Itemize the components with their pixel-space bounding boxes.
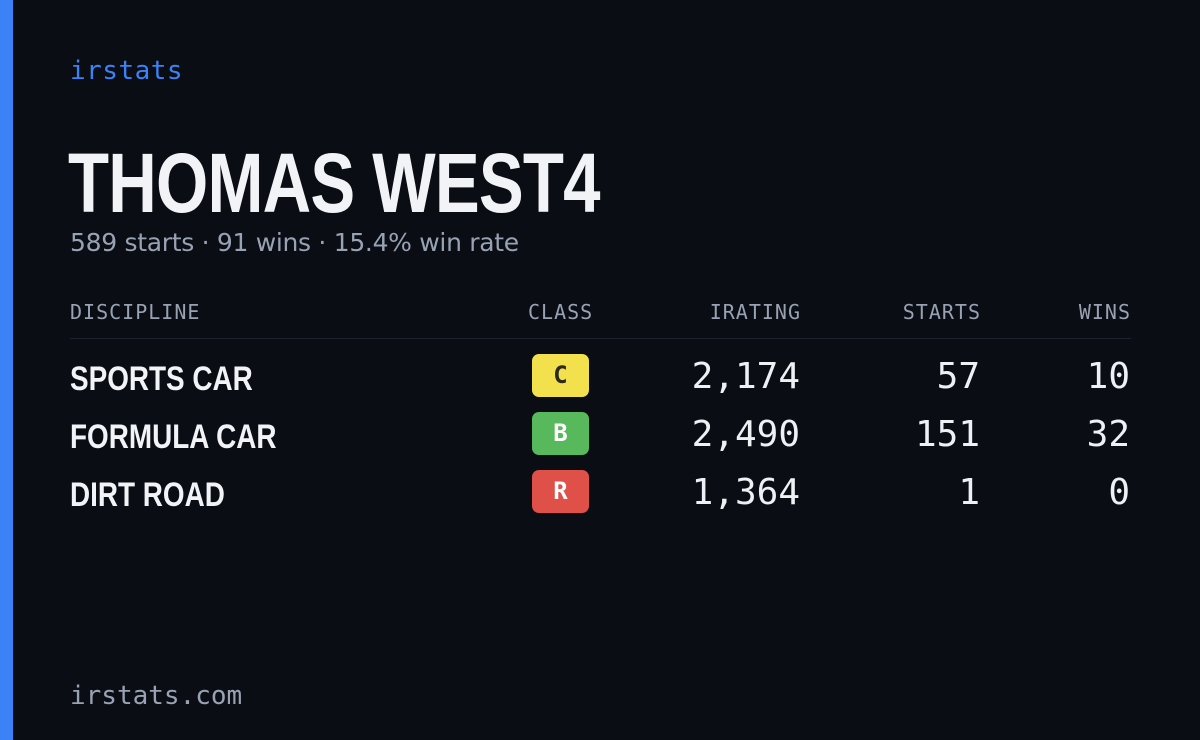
accent-bar <box>0 0 13 740</box>
table-row: FORMULA CAR B 2,490 151 32 <box>70 412 1131 464</box>
starts-value: 1 <box>958 472 980 513</box>
brand-logo-text: irstats <box>70 56 184 86</box>
header-wins: WINS <box>1078 300 1131 324</box>
starts-value: 57 <box>936 356 980 397</box>
table-row: DIRT ROAD R 1,364 1 0 <box>70 470 1131 522</box>
irating-value: 2,174 <box>691 356 800 397</box>
driver-name: THOMAS WEST4 <box>68 136 601 230</box>
class-badge: C <box>532 354 589 397</box>
footer-site-url: irstats.com <box>70 681 243 711</box>
irating-value: 1,364 <box>691 472 800 513</box>
discipline-label: FORMULA CAR <box>70 418 277 456</box>
starts-value: 151 <box>914 414 980 455</box>
irating-value: 2,490 <box>691 414 800 455</box>
header-starts: STARTS <box>902 300 981 324</box>
wins-value: 0 <box>1108 472 1130 513</box>
header-irating: IRATING <box>709 300 801 324</box>
table-row: SPORTS CAR C 2,174 57 10 <box>70 354 1131 406</box>
wins-value: 32 <box>1086 414 1130 455</box>
wins-value: 10 <box>1086 356 1130 397</box>
class-badge: R <box>532 470 589 513</box>
discipline-label: SPORTS CAR <box>70 360 253 398</box>
header-discipline: DISCIPLINE <box>70 300 201 324</box>
discipline-label: DIRT ROAD <box>70 476 225 514</box>
class-badge: B <box>532 412 589 455</box>
header-class: CLASS <box>528 300 594 324</box>
driver-summary: 589 starts · 91 wins · 15.4% win rate <box>70 228 519 257</box>
stats-table-header: DISCIPLINE CLASS IRATING STARTS WINS <box>70 300 1131 339</box>
